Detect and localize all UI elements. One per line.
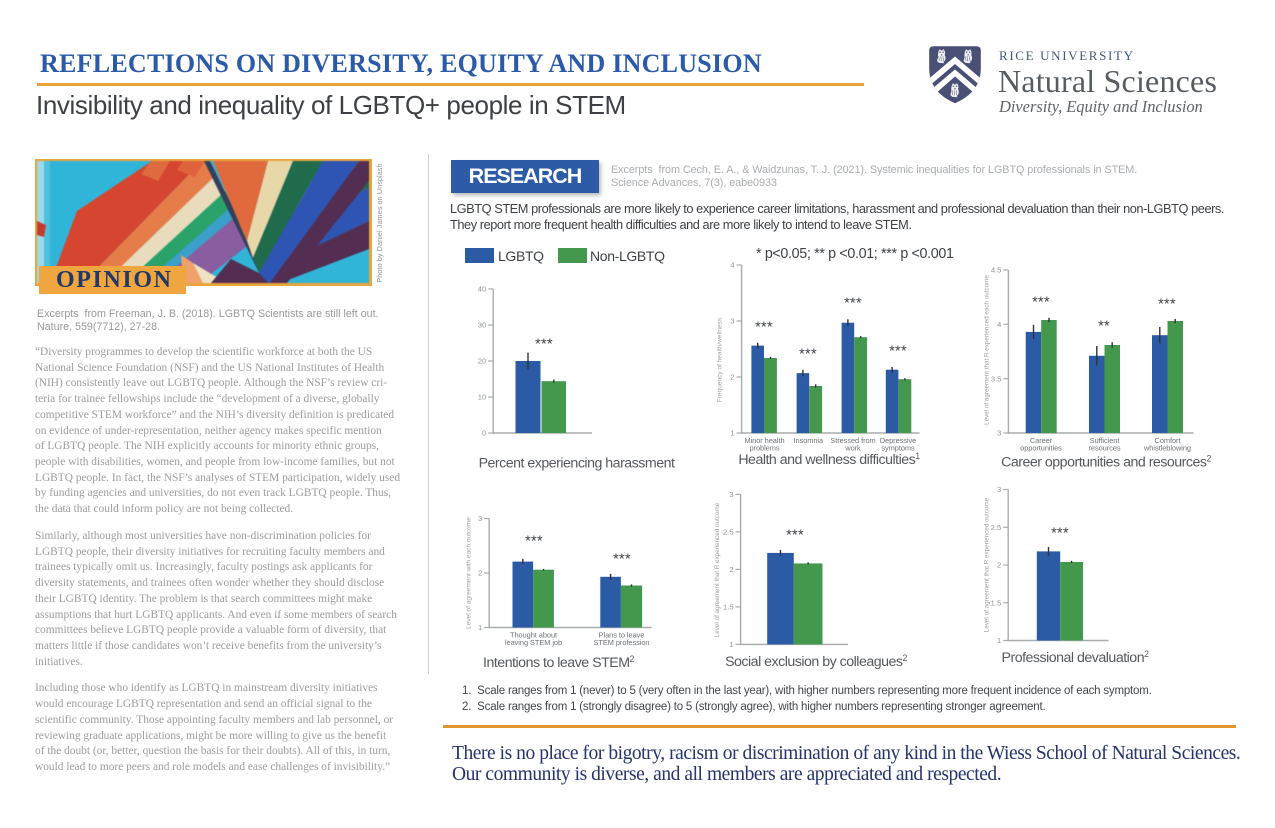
svg-text:Career: Career — [1030, 436, 1053, 445]
svg-text:1.5: 1.5 — [991, 598, 1002, 607]
svg-text:**: ** — [1098, 319, 1110, 335]
svg-text:Stressed from: Stressed from — [830, 436, 875, 445]
svg-text:Level of agreement that R expe: Level of agreement that R experienced ea… — [984, 275, 991, 425]
svg-text:symptoms: symptoms — [881, 444, 915, 453]
svg-text:Sufficient: Sufficient — [1090, 436, 1120, 445]
svg-text:3: 3 — [478, 514, 482, 523]
svg-text:2.5: 2.5 — [991, 523, 1002, 532]
svg-text:Social exclusion by colleagues: Social exclusion by colleagues2 — [725, 653, 907, 670]
svg-text:0: 0 — [482, 429, 486, 438]
svg-text:***: *** — [535, 337, 553, 353]
svg-text:Level of agreement with each o: Level of agreement with each outcome — [466, 517, 473, 629]
svg-text:***: *** — [844, 296, 862, 312]
svg-text:2: 2 — [730, 373, 734, 382]
svg-text:3: 3 — [730, 317, 734, 326]
svg-text:2: 2 — [478, 569, 482, 578]
svg-text:resources: resources — [1089, 444, 1121, 453]
svg-text:1: 1 — [729, 640, 733, 649]
svg-text:***: *** — [525, 534, 543, 550]
svg-text:leaving STEM job: leaving STEM job — [505, 638, 562, 647]
svg-text:***: *** — [1032, 295, 1050, 311]
svg-text:2: 2 — [997, 561, 1001, 570]
svg-text:Insomnia: Insomnia — [794, 436, 825, 445]
svg-text:***: *** — [799, 347, 817, 363]
svg-text:Professional devaluation2: Professional devaluation2 — [1002, 649, 1150, 666]
svg-text:Percent experiencing harassmen: Percent experiencing harassment — [479, 456, 675, 472]
svg-text:***: *** — [1158, 297, 1176, 313]
svg-text:***: *** — [613, 552, 631, 568]
svg-text:***: *** — [786, 528, 804, 544]
svg-text:problems: problems — [750, 444, 780, 453]
svg-text:Level of agreement that R expe: Level of agreement that R experienced ou… — [984, 497, 991, 632]
svg-text:2: 2 — [729, 565, 733, 574]
svg-text:***: *** — [755, 320, 773, 336]
svg-text:***: *** — [1051, 526, 1069, 542]
svg-text:1.5: 1.5 — [723, 603, 734, 612]
svg-text:whistleblowing: whistleblowing — [1143, 444, 1191, 453]
svg-text:Thought about: Thought about — [510, 630, 557, 639]
svg-text:***: *** — [889, 344, 907, 360]
svg-text:work: work — [844, 444, 861, 453]
svg-text:1: 1 — [730, 429, 734, 438]
svg-text:Frequency of health/wellness: Frequency of health/wellness — [717, 317, 724, 402]
svg-text:Career opportunities and resou: Career opportunities and resources2 — [1001, 454, 1211, 471]
svg-text:4: 4 — [730, 261, 734, 270]
svg-text:1: 1 — [997, 636, 1001, 645]
svg-text:4: 4 — [997, 320, 1001, 329]
svg-text:2.5: 2.5 — [723, 528, 734, 537]
svg-text:4.5: 4.5 — [991, 266, 1002, 275]
svg-text:Intentions to leave STEM2: Intentions to leave STEM2 — [483, 654, 635, 671]
svg-text:3: 3 — [997, 485, 1001, 494]
svg-text:Level of agreement that R expe: Level of agreement that R experienced ou… — [714, 502, 721, 637]
svg-text:1: 1 — [478, 623, 482, 632]
svg-text:Health and wellness difficulti: Health and wellness difficulties1 — [738, 451, 920, 468]
svg-text:3: 3 — [729, 490, 733, 499]
svg-text:3.5: 3.5 — [991, 374, 1002, 383]
svg-text:Depressive: Depressive — [880, 436, 916, 445]
svg-text:Plans to leave: Plans to leave — [599, 630, 645, 639]
svg-text:20: 20 — [478, 357, 486, 366]
svg-text:Comfort: Comfort — [1155, 436, 1181, 445]
svg-text:40: 40 — [478, 285, 486, 294]
svg-text:30: 30 — [478, 321, 486, 330]
svg-text:3: 3 — [997, 429, 1001, 438]
svg-text:Minor health: Minor health — [744, 436, 784, 445]
svg-text:STEM profession: STEM profession — [594, 638, 650, 647]
svg-text:opportunities: opportunities — [1020, 444, 1062, 453]
svg-text:10: 10 — [478, 393, 486, 402]
